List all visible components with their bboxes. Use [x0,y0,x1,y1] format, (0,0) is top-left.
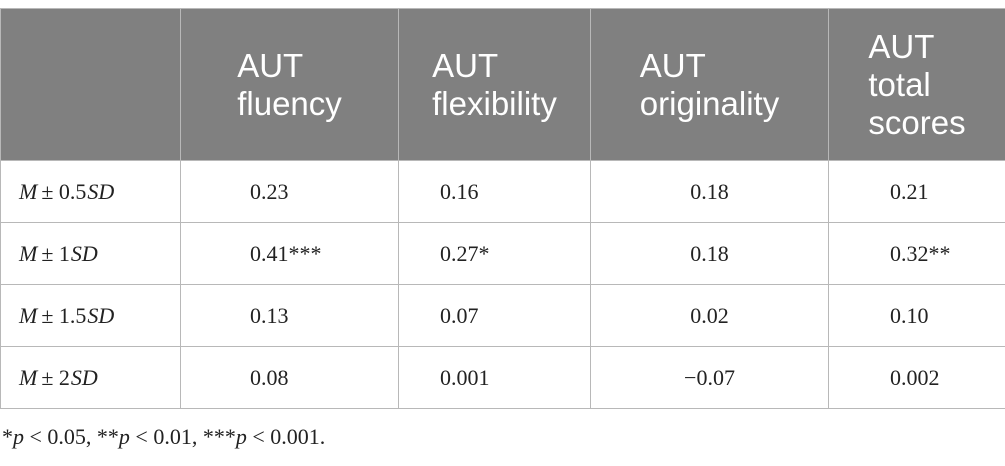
value-cell: 0.001 [398,346,591,409]
cell-value: 0.21 [890,178,929,204]
value-cell: 0.18 [590,160,829,223]
header-text: AUT fluency [237,47,342,123]
value-cell: 0.02 [590,284,829,347]
footnote-part: * [2,424,13,449]
header-line: AUT [432,46,499,84]
cell-value: 0.02 [690,302,729,328]
table-row: M ± 2SD 0.08 0.001 −0.07 0.002 [0,346,1005,409]
cell-value: 0.08 [250,364,289,390]
header-text: AUT flexibility [432,47,557,123]
cell-value: 0.13 [250,302,289,328]
footnote-part: p [118,424,130,449]
footnote-part: < 0.01, *** [129,424,236,449]
footnote-part: < 0.05, ** [24,424,119,449]
row-label-part: M [19,240,38,266]
value-cell: 0.10 [828,284,1005,347]
row-label-part: SD [87,302,115,328]
row-label: M ± 1SD [0,222,181,285]
footnote: *p < 0.05, **p < 0.01, ***p < 0.001. [2,424,325,450]
header-cell: AUT total scores [828,8,1005,161]
cell-value: 0.18 [690,240,729,266]
footnote-part: p [13,424,24,449]
row-label-part: ± 2 [41,364,70,390]
row-label-part: ± 1 [41,240,70,266]
table-row: M ± 1SD 0.41*** 0.27* 0.18 0.32** [0,222,1005,285]
header-line: AUT [639,46,706,84]
value-cell: −0.07 [590,346,829,409]
row-label-part: M [19,364,38,390]
header-line: fluency [237,84,342,122]
cell-value: 0.32** [890,240,951,266]
row-label-part: SD [70,240,98,266]
results-table: AUT fluency AUT flexibility AUT originality AU… [0,8,1005,409]
row-label-part: ± 1.5 [41,302,87,328]
table-row: M ± 0.5SD 0.23 0.16 0.18 0.21 [0,160,1005,223]
value-cell: 0.18 [590,222,829,285]
cell-value: 0.002 [890,364,940,390]
cell-value: 0.23 [250,178,289,204]
cell-value: 0.27* [440,240,490,266]
table-header: AUT fluency AUT flexibility AUT originality AU… [0,8,1005,161]
header-text: AUT originality [640,47,779,123]
row-label-part: M [19,178,38,204]
value-cell: 0.07 [398,284,591,347]
value-cell: 0.21 [828,160,1005,223]
cell-value: 0.10 [890,302,929,328]
row-label: M ± 2SD [0,346,181,409]
value-cell: 0.23 [180,160,399,223]
header-line: AUT [868,27,935,65]
row-label-part: ± 0.5 [41,178,87,204]
value-cell: 0.002 [828,346,1005,409]
table-row: M ± 1.5SD 0.13 0.07 0.02 0.10 [0,284,1005,347]
cell-value: 0.41*** [250,240,322,266]
cell-value: 0.16 [440,178,479,204]
footnote-part: < 0.001. [246,424,326,449]
header-text: AUT total scores [868,28,965,142]
value-cell: 0.32** [828,222,1005,285]
row-label-part: SD [87,178,115,204]
footnote-part: p [235,424,247,449]
row-label: M ± 0.5SD [0,160,181,223]
header-line: flexibility [432,84,557,122]
row-label-part: SD [70,364,98,390]
header-line: total [868,65,931,103]
cell-value: 0.001 [440,364,490,390]
header-line: originality [639,84,780,122]
row-label-part: M [19,302,38,328]
value-cell: 0.08 [180,346,399,409]
header-cell: AUT flexibility [398,8,591,161]
header-cell [0,8,181,161]
cell-value: 0.18 [690,178,729,204]
cell-value: 0.07 [440,302,479,328]
value-cell: 0.13 [180,284,399,347]
cell-value: −0.07 [684,364,735,390]
header-cell: AUT fluency [180,8,399,161]
header-row: AUT fluency AUT flexibility AUT originality AU… [0,8,1005,161]
table-body: M ± 0.5SD 0.23 0.16 0.18 0.21 M ± 1SD 0.41*** 0.2… [0,160,1005,409]
value-cell: 0.41*** [180,222,399,285]
header-cell: AUT originality [590,8,829,161]
header-line: AUT [237,46,304,84]
value-cell: 0.16 [398,160,591,223]
header-line: scores [868,103,966,141]
row-label: M ± 1.5SD [0,284,181,347]
value-cell: 0.27* [398,222,591,285]
